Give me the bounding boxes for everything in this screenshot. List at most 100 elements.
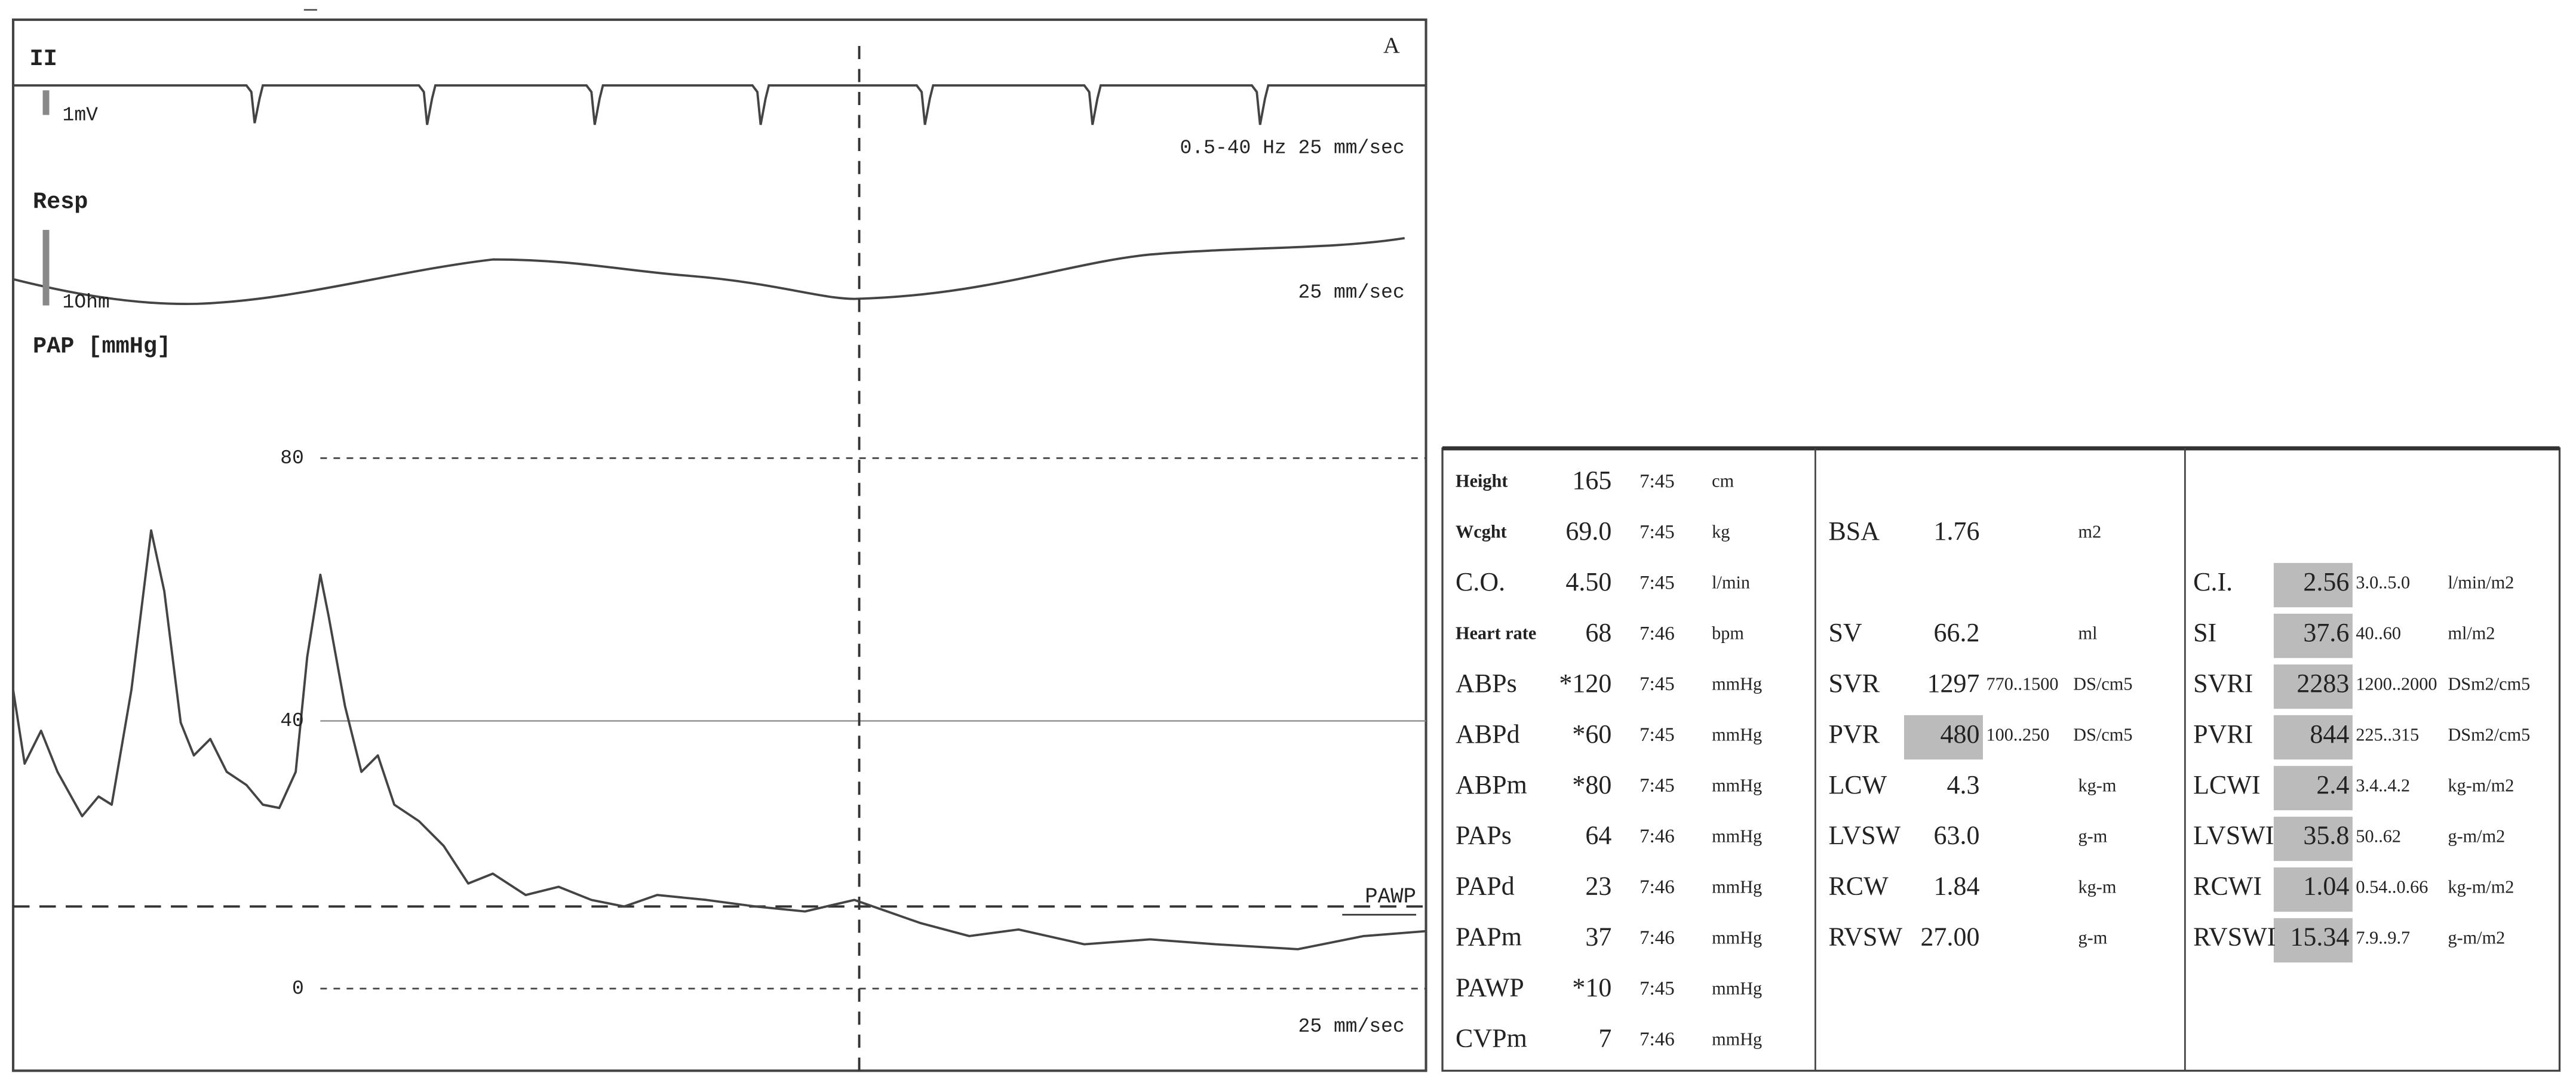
flag-highlight [2273,867,2353,912]
param-label: PAWP [1456,973,1524,1002]
param-label: BSA [1828,516,1880,546]
pap-wave [12,529,1426,950]
panel-border [11,18,1427,1072]
param-label: ABPd [1456,719,1520,749]
param-value: 480 [1941,719,1980,749]
flag-highlight [2273,918,2353,963]
resp-label: Resp [33,189,88,216]
param-unit: mmHg [1712,826,1762,847]
param-label: Height [1456,471,1507,491]
param-label: LCW [1828,770,1887,799]
param-label: RVSW [1828,922,1902,952]
param-value: *80 [1572,770,1611,799]
param-unit: DSm2/cm5 [2448,725,2530,745]
param-unit: DS/cm5 [2073,674,2132,694]
param-value: 27.00 [1921,922,1980,952]
param-unit: DSm2/cm5 [2448,674,2530,694]
param-unit: m2 [2078,522,2102,542]
pawp-label: PAWP [1365,884,1416,909]
param-value: 35.8 [2303,821,2349,850]
param-value: 4.3 [1947,770,1980,799]
param-label: LVSWI [2193,821,2274,850]
param-label: SV [1828,618,1862,647]
resp-info: 25 mm/sec [1298,281,1405,303]
param-value: *120 [1559,669,1611,698]
ecg-cal-bar [42,90,50,115]
param-unit: kg [1712,522,1730,542]
param-unit: kg-m [2078,776,2117,796]
param-value: 37.6 [2303,618,2349,647]
param-label: SVRI [2193,669,2253,698]
lead-label: II [30,46,57,72]
param-unit: kg-m/m2 [2448,877,2514,897]
param-unit: mmHg [1712,877,1762,897]
flag-highlight [2273,562,2353,608]
ecg-info: 0.5-40 Hz 25 mm/sec [1180,137,1405,159]
param-label: CVPm [1456,1024,1527,1053]
param-unit: mmHg [1712,928,1762,948]
param-label: LCWI [2193,770,2260,799]
param-unit: DS/cm5 [2073,725,2132,745]
param-time: 7:46 [1639,623,1675,644]
param-value: 1.76 [1934,516,1980,546]
param-unit: mmHg [1712,674,1762,694]
param-value: 68 [1585,618,1611,647]
param-unit: g-m/m2 [2448,826,2505,847]
param-range: 40..60 [2356,623,2401,644]
param-value: 1.84 [1934,872,1980,901]
param-label: PVR [1828,719,1880,749]
param-value: 1297 [1927,669,1980,698]
param-label: RCWI [2193,872,2262,901]
param-value: 15.34 [2290,922,2349,952]
param-time: 7:45 [1639,572,1675,593]
param-time: 7:46 [1639,826,1675,847]
param-range: 7.9..9.7 [2356,928,2410,948]
ecg-wave [13,84,1426,125]
resp-wave [13,236,1405,306]
param-unit: mmHg [1712,1029,1762,1050]
param-value: 844 [2310,719,2349,749]
param-label: PAPd [1456,872,1515,901]
param-label: RCW [1828,872,1889,901]
param-time: 7:46 [1639,876,1675,898]
param-label: Heart rate [1456,623,1536,644]
param-time: 7:45 [1639,775,1675,796]
param-value: 63.0 [1934,821,1980,850]
param-unit: mmHg [1712,979,1762,999]
flag-highlight [2273,816,2353,862]
pap-tick-label: 0 [292,978,304,1000]
param-range: 0.54..0.66 [2356,877,2428,897]
param-value: *10 [1572,973,1611,1002]
param-value: 2.56 [2303,567,2349,596]
param-unit: l/min/m2 [2448,573,2514,593]
flag-highlight [1903,715,1984,760]
results-table: Height 165 7:45 cm Wcght 69.0 7:45 kg C.O. 4.50 7:… [1441,446,2561,1072]
pap-label: PAP [mmHg] [33,334,171,360]
param-label: PVRI [2193,719,2253,749]
param-range: 3.4..4.2 [2356,776,2410,796]
param-time: 7:46 [1639,927,1675,949]
param-range: 3.0..5.0 [2356,573,2410,593]
param-range: 50..62 [2356,826,2401,847]
resp-cal-bar [42,230,50,306]
param-time: 7:46 [1639,1029,1675,1050]
param-time: 7:45 [1639,724,1675,746]
param-label: PAPs [1456,821,1512,850]
param-unit: kg-m [2078,877,2117,897]
flag-highlight [2273,613,2353,659]
flag-highlight [2273,765,2353,811]
marker-label: A [1383,33,1400,59]
param-value: 37 [1585,922,1611,952]
param-label: C.I. [2193,567,2233,596]
param-unit: ml/m2 [2448,623,2495,644]
param-range: 100..250 [1987,725,2050,745]
param-range: 770..1500 [1987,674,2059,694]
param-value: 7 [1598,1024,1611,1053]
param-value: 23 [1585,872,1611,901]
param-label: LVSW [1828,821,1900,850]
param-time: 7:45 [1639,673,1675,695]
param-unit: g-m [2078,928,2108,948]
param-value: 69.0 [1565,516,1611,546]
